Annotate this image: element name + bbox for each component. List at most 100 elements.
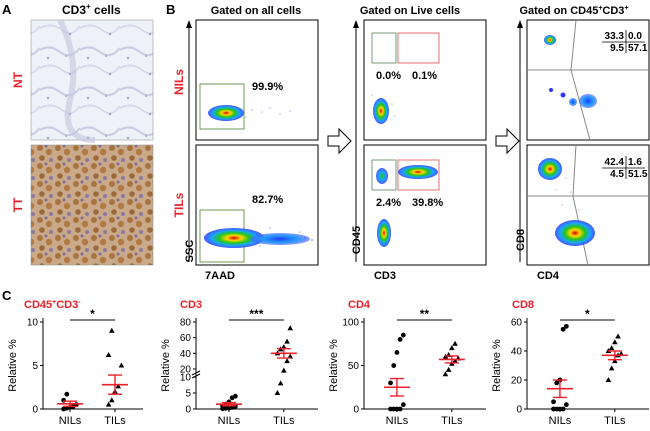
- axis-label-7aad: 7AAD: [205, 270, 235, 282]
- x-tick-label: NILs: [549, 415, 572, 427]
- axis-label-cd8: CD8: [515, 229, 527, 251]
- data-point-tils: [452, 358, 458, 364]
- chart-4: CD8 0 20 40 60 Relative % NILs TILs *: [491, 299, 649, 427]
- gate-box-cd45neg-tils: [371, 159, 397, 191]
- gate-box-cd45neg: [371, 32, 397, 64]
- axis-break: [191, 373, 201, 379]
- y-tick-label: 50: [348, 361, 360, 372]
- data-point-nils: [61, 397, 66, 403]
- significance-label: *: [90, 307, 95, 321]
- axis-label-cd4: CD4: [537, 270, 560, 282]
- y-tick-label: 10: [180, 373, 192, 384]
- data-point-tils: [445, 366, 452, 372]
- quad-tils-tr: 1.6: [628, 157, 642, 168]
- data-point-tils: [115, 383, 121, 389]
- gate-title-cd45-cd3: Gated on CD45+CD3+: [519, 5, 628, 17]
- data-point-tils: [118, 362, 125, 368]
- data-point-tils: [284, 358, 290, 364]
- y-tick-label: 40: [511, 347, 523, 358]
- panel-a-title-rest: cells: [91, 3, 121, 17]
- flow-plot-col3-nils: 33.3 0.0 9.5 57.1: [526, 19, 650, 141]
- gating-arrow-1: [327, 127, 352, 155]
- flow-plot-col2-nils: 0.0% 0.1%: [363, 19, 487, 141]
- data-point-nils: [554, 380, 560, 386]
- quad-nils-bl: 9.5: [610, 43, 624, 54]
- y-tick-label: 40: [180, 349, 192, 360]
- data-point-nils: [388, 380, 393, 386]
- data-point-tils: [608, 345, 615, 351]
- data-point-nils: [397, 406, 403, 412]
- chart-title-part: -: [78, 299, 81, 306]
- x-tick-label: TILs: [273, 415, 295, 427]
- data-point-nils: [397, 337, 403, 342]
- data-point-tils: [281, 344, 287, 350]
- y-tick-label: 20: [180, 365, 192, 376]
- gate-box-cd45pos-tils: [397, 159, 440, 191]
- quad-nils-tl: 33.3: [605, 31, 625, 42]
- panel-c-letter: C: [2, 288, 12, 303]
- micrograph-tt: [30, 144, 154, 266]
- pct-col2-nils-left: 0.0%: [376, 70, 401, 82]
- panel-a-title: CD3+ cells: [62, 2, 121, 17]
- data-point-nils: [391, 363, 397, 368]
- flow-plot-col1-nils: 99.9%: [195, 19, 319, 141]
- data-point-nils: [560, 326, 566, 332]
- arrowhead-cd8: [517, 20, 523, 28]
- data-point-nils: [64, 391, 70, 397]
- data-point-tils: [277, 380, 284, 386]
- data-point-tils: [615, 333, 621, 339]
- x-tick-label: NILs: [386, 415, 409, 427]
- gate-title-cd45-sup: +: [598, 5, 602, 12]
- micrograph-nt-fiber: [57, 18, 96, 143]
- flow-plot-col1-tils: 82.7%: [195, 144, 319, 266]
- quadrant-values-tils: 42.4 1.6 4.5 51.5: [602, 156, 648, 180]
- data-point-tils: [274, 390, 281, 395]
- row-label-tt: TT: [11, 197, 25, 212]
- data-point-tils: [287, 353, 294, 359]
- pct-col2-nils-right: 0.1%: [412, 70, 437, 82]
- chart-1: CD45+CD3- 0 5 10 Relative % NILs TILs *: [7, 299, 143, 427]
- axis-label-cd45: CD45: [351, 226, 363, 254]
- quad-nils-tr: 0.0: [628, 31, 642, 42]
- arrowhead-ssc: [186, 20, 192, 28]
- panel-a-title-sup: +: [86, 2, 91, 11]
- row-label-nils: NILs: [172, 69, 186, 95]
- data-point-nils: [560, 406, 566, 412]
- data-point-tils: [452, 340, 458, 346]
- data-point-tils: [612, 358, 618, 364]
- gate-title-cd3-text: CD3: [602, 5, 624, 17]
- data-point-nils: [232, 393, 238, 399]
- quad-tils-bl: 4.5: [610, 169, 624, 180]
- y-tick-label: 60: [180, 333, 192, 344]
- y-tick-label: 20: [511, 376, 523, 387]
- chart-title-part: +: [52, 299, 56, 306]
- data-point-tils: [605, 377, 612, 382]
- gate-title-live-cells: Gated on Live cells: [360, 5, 460, 17]
- gate-title-all-cells: Gated on all cells: [211, 5, 301, 17]
- gate-box-live: [199, 83, 245, 130]
- data-point-nils: [563, 323, 569, 329]
- y-tick-label: 0: [185, 405, 191, 416]
- quadrant-values-nils: 33.3 0.0 9.5 57.1: [602, 30, 648, 54]
- x-tick-label: TILs: [104, 415, 126, 427]
- pct-col1-tils: 82.7%: [252, 194, 283, 206]
- quad-tils-tl: 42.4: [605, 157, 625, 168]
- data-point-tils: [449, 345, 455, 351]
- panel-a-title-main: CD3: [62, 3, 86, 17]
- chart-title: CD4: [348, 299, 371, 311]
- quad-nils-br: 57.1: [628, 43, 648, 54]
- y-tick-label: 5: [32, 361, 38, 372]
- y-tick-label: 100: [342, 318, 359, 329]
- chart-title: CD3: [180, 299, 202, 311]
- data-point-tils: [105, 352, 112, 358]
- y-axis-label: Relative %: [160, 339, 172, 392]
- data-point-nils: [400, 402, 406, 408]
- data-point-tils: [281, 367, 287, 373]
- significance-label: *: [585, 307, 590, 321]
- row-label-nt: NT: [11, 71, 25, 88]
- flow-plot-col3-tils: 42.4 1.6 4.5 51.5: [526, 144, 650, 266]
- y-tick-label: 5: [185, 389, 191, 400]
- chart-title: CD45+CD3-: [24, 299, 81, 311]
